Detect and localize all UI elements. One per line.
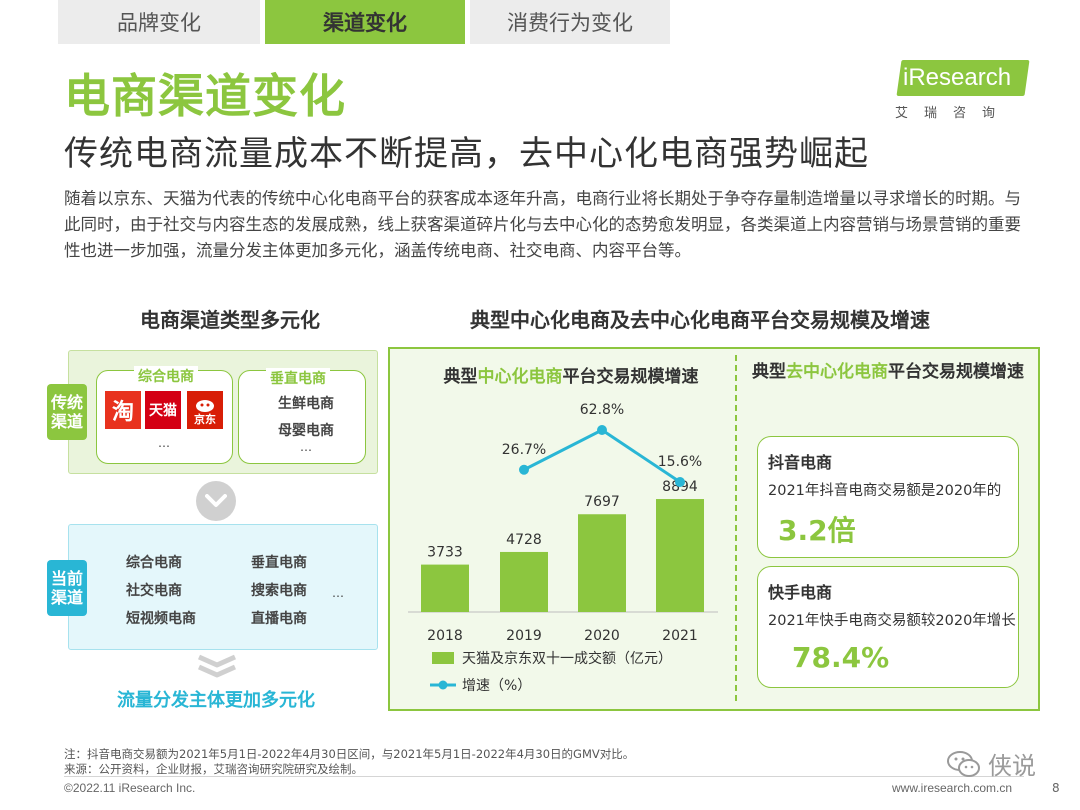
left-section-heading: 电商渠道类型多元化 [140,308,320,332]
wechat-icon [947,750,980,777]
growth-point-2019 [519,464,529,475]
tab-consumer-behavior-change[interactable]: 消费行为变化 [470,0,670,44]
douyin-card-value: 3.2倍 [778,514,856,547]
growth-point-2020 [597,425,607,435]
bar-2020 [578,514,626,612]
panel-divider [735,355,737,701]
x-tick-2021: 2021 [662,628,698,644]
decentralized-title: 典型去中心化电商平台交易规模增速 [752,362,1024,382]
bar-label-2021: 8894 [662,479,698,495]
tab-channel-change[interactable]: 渠道变化 [265,0,465,44]
taobao-logo-icon: 淘 [105,391,141,429]
page-title: 电商渠道变化 [64,69,346,123]
copyright: ©2022.11 iResearch Inc. [64,781,196,795]
intro-paragraph: 随着以京东、天猫为代表的传统中心化电商平台的获客成本逐年升高，电商行业将长期处于… [64,189,1021,260]
tmall-logo-icon: 天猫 [145,391,181,429]
jd-logo-icon: 京东 [187,391,223,429]
growth-line [523,428,681,484]
current-item-social: 社交电商 [126,583,182,599]
growth-label-2020: 62.8% [580,402,624,418]
douyin-card-name: 抖音电商 [768,453,833,472]
footnote-note: 注：抖音电商交易额为2021年5月1日-2022年4月30日区间，与2021年5… [64,747,635,761]
current-item-live: 直播电商 [251,611,307,627]
iresearch-logo: iResearch 艾瑞咨询 [893,56,1033,121]
page-subtitle: 传统电商流量成本不断提高，去中心化电商强势崛起 [64,134,869,174]
bar-label-2019: 4728 [506,532,542,548]
group2-more: … [300,440,312,454]
bar-label-2018: 3733 [427,545,463,561]
group1-more: … [158,436,170,450]
double-chevron-down-icon [197,654,237,678]
bar-label-2020: 7697 [584,494,620,510]
watermark: 侠说 [946,746,1036,781]
comprehensive-ecommerce-title: 综合电商 [134,366,198,386]
maternal-ecommerce-label: 母婴电商 [278,423,334,439]
douyin-card-text: 2021年抖音电商交易额是2020年的 [768,483,1002,499]
current-item-comprehensive: 综合电商 [126,555,182,571]
growth-label-2021: 15.6% [658,454,702,470]
vertical-ecommerce-title: 垂直电商 [266,368,330,388]
tab-brand-change[interactable]: 品牌变化 [58,0,260,44]
current-item-search: 搜索电商 [251,583,307,599]
kuaishou-card: 快手电商 2021年快手电商交易额较2020年增长 78.4% [757,566,1019,688]
kuaishou-card-text: 2021年快手电商交易额较2020年增长 [768,613,1016,629]
current-item-short-video: 短视频电商 [126,611,196,627]
current-more: … [332,586,344,600]
growth-point-2021 [675,477,685,487]
x-tick-2020: 2020 [584,628,620,644]
page-number: 8 [1052,781,1060,795]
current-channel-label: 当前渠道 [47,560,87,616]
chart-title: 典型中心化电商平台交易规模增速 [443,367,699,387]
douyin-card: 抖音电商 2021年抖音电商交易额是2020年的 3.2倍 [757,436,1019,558]
footer-divider [64,776,1024,777]
bar-2021 [656,499,704,612]
traditional-channel-label: 传统渠道 [47,384,87,440]
kuaishou-card-value: 78.4% [792,641,890,674]
footnote-source: 来源：公开资料，企业财报，艾瑞咨询研究院研究及绘制。 [64,762,363,776]
chevron-down-icon [196,481,236,521]
fresh-ecommerce-label: 生鲜电商 [278,396,334,412]
x-tick-2018: 2018 [427,628,463,644]
website-link[interactable]: www.iresearch.com.cn [892,781,1013,795]
legend-line-dot [438,680,448,690]
x-tick-2019: 2019 [506,628,542,644]
growth-label-2019: 26.7% [502,442,546,458]
current-channel-box [68,524,378,650]
gmv-chart: 3733 2018 4728 2019 7697 2020 8894 2021 26.7% 62.… [408,402,718,694]
kuaishou-card-name: 快手电商 [768,583,833,602]
right-section-heading: 典型中心化电商及去中心化电商平台交易规模及增速 [470,308,930,332]
bar-2018 [421,564,469,612]
conclusion-text: 流量分发主体更加多元化 [117,690,315,711]
logo-cn: 艾瑞咨询 [895,106,1012,121]
legend-line-label: 增速（%） [462,678,531,694]
legend-bar-swatch [432,652,454,664]
legend-bar-label: 天猫及京东双十一成交额（亿元） [462,650,672,667]
bar-2019 [500,551,548,612]
logo-text: iResearch [903,64,1012,91]
current-item-vertical: 垂直电商 [251,555,307,571]
